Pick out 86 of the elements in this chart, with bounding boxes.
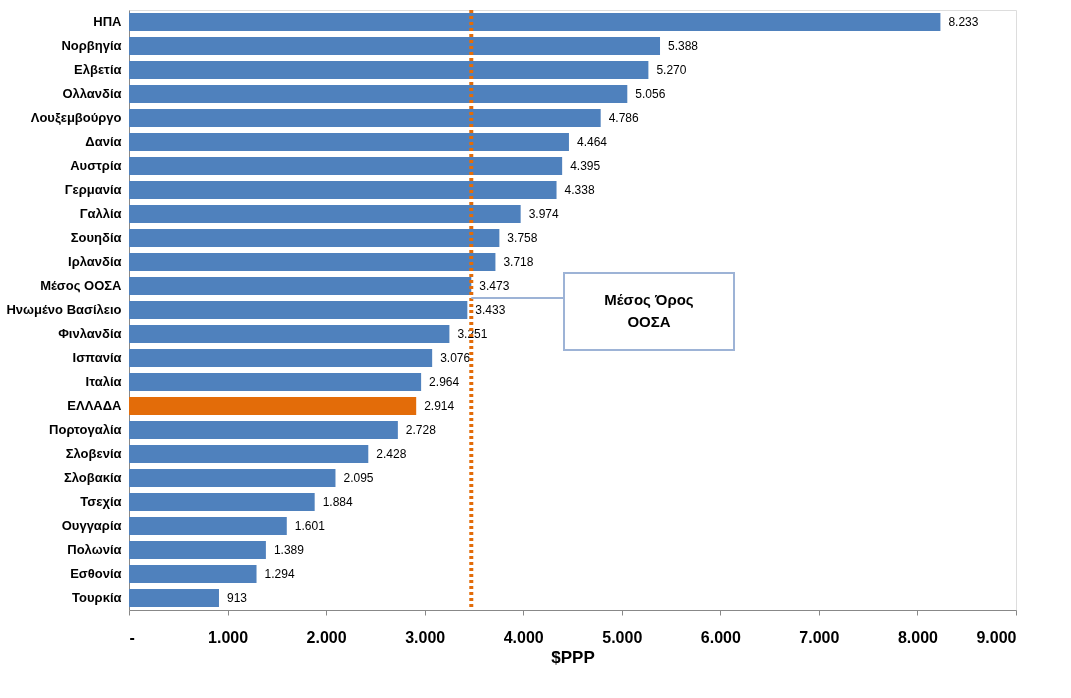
bar — [129, 301, 468, 319]
bar — [129, 109, 601, 127]
bar — [129, 325, 450, 343]
bar — [129, 229, 500, 247]
bar — [129, 373, 422, 391]
bar — [129, 85, 628, 103]
x-tick-label: 9.000 — [976, 628, 1017, 646]
y-tick-label: Αυστρία — [70, 158, 122, 173]
bar — [129, 589, 219, 607]
y-tick-label: Σλοβακία — [63, 470, 122, 485]
y-tick-label: Πολωνία — [67, 542, 122, 557]
x-tick-label: 6.000 — [700, 628, 741, 646]
y-tick-label: Λουξεμβούργο — [30, 110, 122, 125]
x-tick-label: 3.000 — [405, 628, 446, 646]
y-tick-label: Ολλανδία — [62, 86, 122, 101]
data-label: 4.464 — [576, 135, 608, 149]
y-tick-label: Ιρλανδία — [68, 254, 122, 269]
data-label: 2.964 — [429, 375, 460, 389]
bar — [129, 469, 336, 487]
data-label: 2.728 — [405, 423, 437, 437]
x-tick-label: 1.000 — [208, 628, 249, 646]
x-axis-title: $PPP — [551, 647, 595, 667]
bar — [129, 37, 661, 55]
bar — [129, 445, 369, 463]
data-label: 3.974 — [528, 207, 560, 221]
data-label: 913 — [226, 591, 248, 605]
data-label: 3.076 — [440, 351, 471, 365]
bar — [129, 517, 287, 535]
data-label: 2.914 — [424, 399, 455, 413]
x-tick-label: 4.000 — [503, 628, 544, 646]
x-tick-label: 5.000 — [602, 628, 643, 646]
x-tick-label: - — [129, 628, 135, 646]
data-label: 5.388 — [668, 39, 699, 53]
y-tick-label: Γερμανία — [64, 182, 122, 197]
y-tick-label: ΗΠΑ — [93, 14, 123, 29]
data-label: 1.294 — [264, 567, 295, 581]
data-label: 5.056 — [635, 87, 666, 101]
y-tick-label: Ισπανία — [72, 350, 122, 365]
y-tick-label: Δανία — [85, 134, 122, 149]
y-tick-label: Ιταλία — [85, 374, 122, 389]
y-tick-label: ΕΛΛΑΔΑ — [67, 398, 123, 413]
bar — [129, 349, 433, 367]
bar — [129, 205, 521, 223]
y-tick-label: Μέσος ΟΟΣΑ — [40, 278, 123, 293]
data-label: 3.433 — [475, 303, 506, 317]
data-label: 3.758 — [507, 231, 538, 245]
data-label: 3.473 — [479, 279, 510, 293]
x-tick-label: 7.000 — [799, 628, 840, 646]
data-label: 2.095 — [343, 471, 374, 485]
bar — [129, 541, 266, 559]
data-label: 4.395 — [570, 159, 601, 173]
annotation: Μέσος Όρος ΟΟΣΑ — [604, 291, 694, 330]
data-label: 2.428 — [376, 447, 407, 461]
data-label: 3.718 — [503, 255, 534, 269]
bar — [129, 61, 649, 79]
bar — [129, 253, 496, 271]
y-tick-label: Τσεχία — [80, 494, 122, 509]
x-tick-label: 2.000 — [306, 628, 347, 646]
data-label: 1.884 — [322, 495, 354, 509]
data-label: 4.338 — [564, 183, 595, 197]
y-tick-label: Τουρκία — [72, 590, 122, 605]
bar — [129, 157, 563, 175]
y-tick-label: Γαλλία — [79, 206, 122, 221]
data-label: 1.601 — [294, 519, 326, 533]
bar — [129, 565, 257, 583]
bar — [129, 421, 398, 439]
y-tick-label: Εσθονία — [70, 566, 122, 581]
x-tick-label: 8.000 — [897, 628, 939, 646]
data-label: 1.389 — [273, 543, 305, 557]
y-tick-label: Σουηδία — [70, 230, 122, 245]
bar — [129, 181, 557, 199]
data-label: 8.233 — [948, 15, 979, 29]
y-tick-label: Σλοβενία — [65, 446, 122, 461]
bar — [129, 397, 417, 415]
data-label: 4.786 — [608, 111, 640, 125]
data-label: 5.270 — [656, 63, 687, 77]
y-tick-label: Πορτογαλία — [49, 422, 122, 437]
bar — [129, 277, 472, 295]
y-tick-label: Νορβηγία — [61, 38, 122, 53]
bar — [129, 493, 315, 511]
y-tick-label: Ουγγαρία — [61, 518, 122, 533]
bar — [129, 133, 569, 151]
bar — [129, 13, 941, 31]
y-tick-label: Ελβετία — [74, 62, 122, 77]
y-tick-label: Ηνωμένο Βασίλειο — [6, 302, 122, 317]
y-tick-label: Φινλανδία — [58, 326, 122, 341]
